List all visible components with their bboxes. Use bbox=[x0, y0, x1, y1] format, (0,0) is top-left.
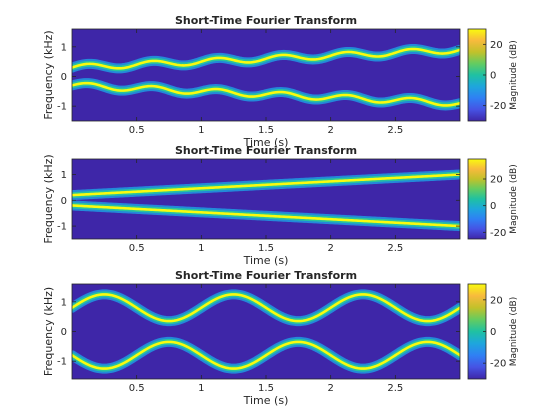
subplot-3: 0.5 1 1.5 2 2.5 -1 0 1 Short-Time Fourier Transf… bbox=[42, 269, 519, 407]
colorbar-tick-label: 0 bbox=[490, 71, 496, 82]
x-tick-label: 1.5 bbox=[258, 383, 274, 394]
ridge-1-core bbox=[72, 173, 460, 197]
x-tick-label: 1.5 bbox=[258, 125, 274, 136]
heatmap-ridges bbox=[72, 289, 460, 374]
ridge-2-core bbox=[72, 340, 460, 370]
x-tick-label: 2.5 bbox=[387, 383, 403, 394]
colorbar-tick-label: 20 bbox=[490, 295, 503, 306]
ridge-2-core bbox=[72, 81, 460, 107]
ridge-1-core bbox=[72, 293, 460, 323]
x-tick-label: 2.5 bbox=[387, 125, 403, 136]
colorbar-label: Magnitude (dB) bbox=[509, 40, 519, 109]
heatmap-ridges bbox=[72, 43, 460, 111]
x-tick-label: 0.5 bbox=[129, 125, 145, 136]
x-axis-label: Time (s) bbox=[243, 254, 289, 267]
y-axis-label: Frequency (kHz) bbox=[42, 30, 55, 119]
plot-title: Short-Time Fourier Transform bbox=[175, 269, 357, 282]
x-tick-label: 1 bbox=[198, 383, 204, 394]
y-tick-label: -1 bbox=[57, 357, 67, 368]
colorbar-tick-label: 20 bbox=[490, 175, 503, 186]
heatmap-background bbox=[72, 29, 460, 121]
colorbar-tick-label: -20 bbox=[490, 359, 506, 370]
ridge-2-core bbox=[72, 204, 460, 228]
y-axis-label: Frequency (kHz) bbox=[42, 154, 55, 243]
x-tick-label: 0.5 bbox=[129, 243, 145, 254]
x-tick-label: 2 bbox=[327, 243, 333, 254]
colorbar-tick-label: -20 bbox=[490, 228, 506, 239]
y-tick-label: 0 bbox=[61, 72, 67, 83]
colorbar-tick-label: -20 bbox=[490, 101, 506, 112]
y-axis-label: Frequency (kHz) bbox=[42, 287, 55, 376]
y-tick-label: 1 bbox=[61, 170, 67, 181]
y-tick-label: 1 bbox=[61, 297, 67, 308]
x-tick-label: 2 bbox=[327, 383, 333, 394]
x-tick-label: 2.5 bbox=[387, 243, 403, 254]
ridge-1-core bbox=[72, 47, 460, 70]
y-tick-label: -1 bbox=[57, 222, 67, 233]
heatmap-background bbox=[72, 284, 460, 379]
heatmap-ridges bbox=[72, 169, 460, 232]
colorbar-tick-label: 20 bbox=[490, 40, 503, 51]
subplot-1: 0.5 1 1.5 2 2.5 -1 0 1 Short-Time Fourier Transf… bbox=[42, 14, 519, 149]
y-tick-label: 1 bbox=[61, 42, 67, 53]
x-tick-label: 1.5 bbox=[258, 243, 274, 254]
colorbar-tick-label: 0 bbox=[490, 327, 496, 338]
y-tick-label: 0 bbox=[61, 327, 67, 338]
colorbar-label: Magnitude (dB) bbox=[509, 164, 519, 233]
y-tick-label: -1 bbox=[57, 102, 67, 113]
x-tick-label: 2 bbox=[327, 125, 333, 136]
colorbar-label: Magnitude (dB) bbox=[509, 297, 519, 366]
plot-title: Short-Time Fourier Transform bbox=[175, 14, 357, 27]
colorbar bbox=[467, 158, 487, 240]
colorbar-tick-label: 0 bbox=[490, 201, 496, 212]
x-axis-label: Time (s) bbox=[243, 394, 289, 407]
x-tick-label: 0.5 bbox=[129, 383, 145, 394]
x-tick-label: 1 bbox=[198, 243, 204, 254]
x-tick-label: 1 bbox=[198, 125, 204, 136]
subplot-2: 0.5 1 1.5 2 2.5 -1 0 1 Short-Time Fourier Transf… bbox=[42, 144, 519, 267]
plot-title: Short-Time Fourier Transform bbox=[175, 144, 357, 157]
x-axis-label: Time (s) bbox=[243, 136, 289, 149]
y-tick-label: 0 bbox=[61, 196, 67, 207]
